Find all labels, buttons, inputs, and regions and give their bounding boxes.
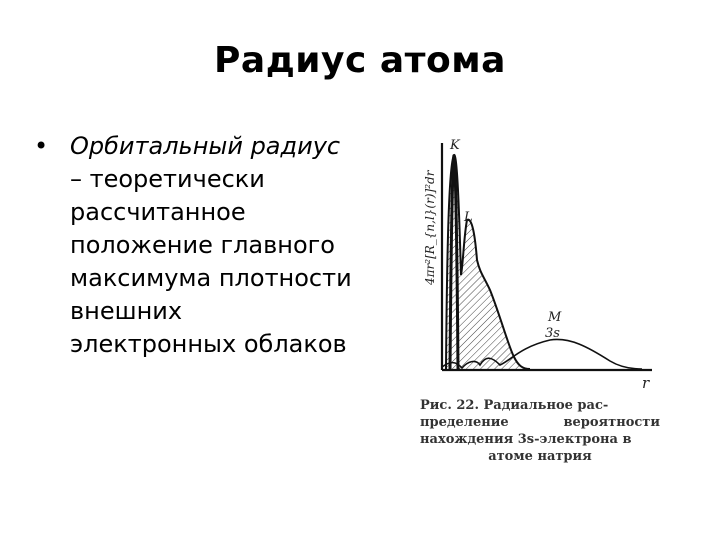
bullet-item: Орбитальный радиус – теоретически рассчи…: [70, 130, 354, 361]
peak-label-k: K: [449, 138, 461, 153]
bullet-definition: – теоретически рассчитанное положение гл…: [70, 165, 352, 358]
bullet-term: Орбитальный радиус: [70, 132, 341, 160]
bullet-marker: •: [34, 132, 49, 160]
3s-distribution-curve: [441, 338, 643, 370]
figure-caption: Рис. 22. Радиальное рас- пределение веро…: [420, 397, 660, 465]
core-density-area: [442, 154, 530, 369]
slide-title: Радиус атома: [214, 40, 506, 81]
radial-distribution-plot: 4πr²[R_{n,l}(r)]²dr r K L M 3s: [423, 138, 652, 392]
peak-label-3s: 3s: [545, 326, 560, 341]
radial-distribution-figure: 4πr²[R_{n,l}(r)]²dr r K L M 3s Рис. 22. …: [420, 125, 670, 475]
bullet-list: • Орбитальный радиус – теоретически расс…: [34, 130, 354, 361]
caption-line-2: пределение вероятности: [420, 415, 660, 430]
caption-line-1: Рис. 22. Радиальное рас-: [420, 398, 609, 413]
peak-label-m: M: [547, 310, 562, 325]
x-axis-label: r: [642, 374, 650, 392]
y-axis-label: 4πr²[R_{n,l}(r)]²dr: [423, 169, 437, 286]
caption-line-3: нахождения 3s-электрона в: [420, 432, 632, 447]
peak-label-l: L: [463, 210, 473, 225]
k-peak-line: [448, 154, 460, 370]
caption-line-4: атоме натрия: [488, 449, 592, 464]
